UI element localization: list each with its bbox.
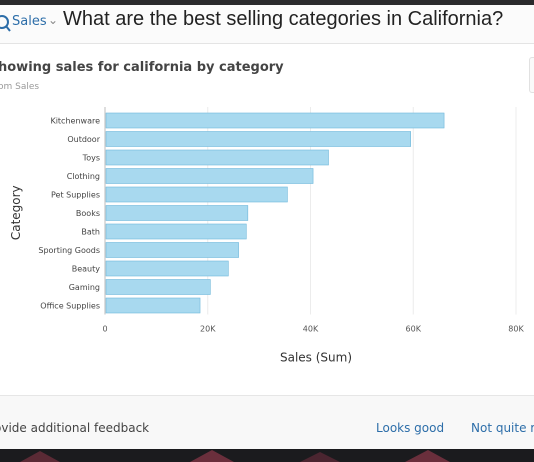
category-label: Books — [76, 209, 100, 218]
question-text: What are the best selling categories in … — [63, 8, 504, 30]
bar-chart: Kitchenware Outdoor Toys Clothing Pet Suppli… — [9, 107, 524, 365]
feedback-footer: ovide additional feedback Looks good Not… — [0, 396, 534, 449]
answer-card: Sales ⌄ What are the best selling catego… — [0, 5, 534, 449]
chart-subtitle: om Sales — [0, 82, 40, 92]
brand-logo-icon — [0, 15, 11, 32]
visual-options-button[interactable] — [529, 57, 534, 93]
window-top-band — [0, 0, 534, 5]
bar[interactable] — [105, 168, 314, 184]
category-label: Office Supplies — [40, 301, 100, 310]
not-quite-right-button[interactable]: Not quite ri — [471, 421, 534, 435]
bar[interactable] — [105, 260, 229, 277]
feedback-label[interactable]: ovide additional feedback — [0, 421, 150, 435]
category-label: Sporting Goods — [38, 246, 100, 255]
chart-title: howing sales for california by category — [0, 60, 284, 75]
y-axis-title: Category — [9, 185, 23, 240]
background-strip — [0, 449, 534, 462]
decorative-peaks — [20, 450, 450, 462]
breadcrumb-dataset[interactable]: Sales — [12, 14, 47, 29]
category-label: Pet Supplies — [51, 190, 100, 199]
category-label: Clothing — [67, 172, 100, 181]
x-tick-label: 60K — [406, 325, 422, 334]
chevron-down-icon[interactable]: ⌄ — [48, 13, 59, 27]
category-label: Kitchenware — [50, 116, 100, 125]
category-label: Bath — [81, 227, 100, 236]
x-tick-label: 40K — [303, 325, 319, 334]
x-tick-label: 80K — [508, 325, 524, 334]
category-label: Toys — [82, 153, 100, 162]
question-header: Sales ⌄ What are the best selling catego… — [0, 5, 534, 44]
bar[interactable] — [105, 149, 329, 166]
bar[interactable] — [105, 131, 411, 147]
looks-good-button[interactable]: Looks good — [376, 421, 445, 435]
bar[interactable] — [105, 223, 247, 240]
bar[interactable] — [105, 242, 239, 258]
bar[interactable] — [105, 297, 201, 314]
footer-divider — [0, 395, 534, 396]
bar[interactable] — [105, 279, 211, 295]
bar[interactable] — [105, 205, 249, 221]
x-axis-title: Sales (Sum) — [280, 351, 352, 365]
bar[interactable] — [105, 112, 445, 129]
category-label: Gaming — [69, 283, 100, 292]
x-tick-label: 20K — [200, 325, 216, 334]
category-label: Outdoor — [67, 135, 100, 144]
x-tick-label: 0 — [102, 325, 107, 334]
bar[interactable] — [105, 186, 288, 203]
category-label: Beauty — [72, 264, 101, 273]
